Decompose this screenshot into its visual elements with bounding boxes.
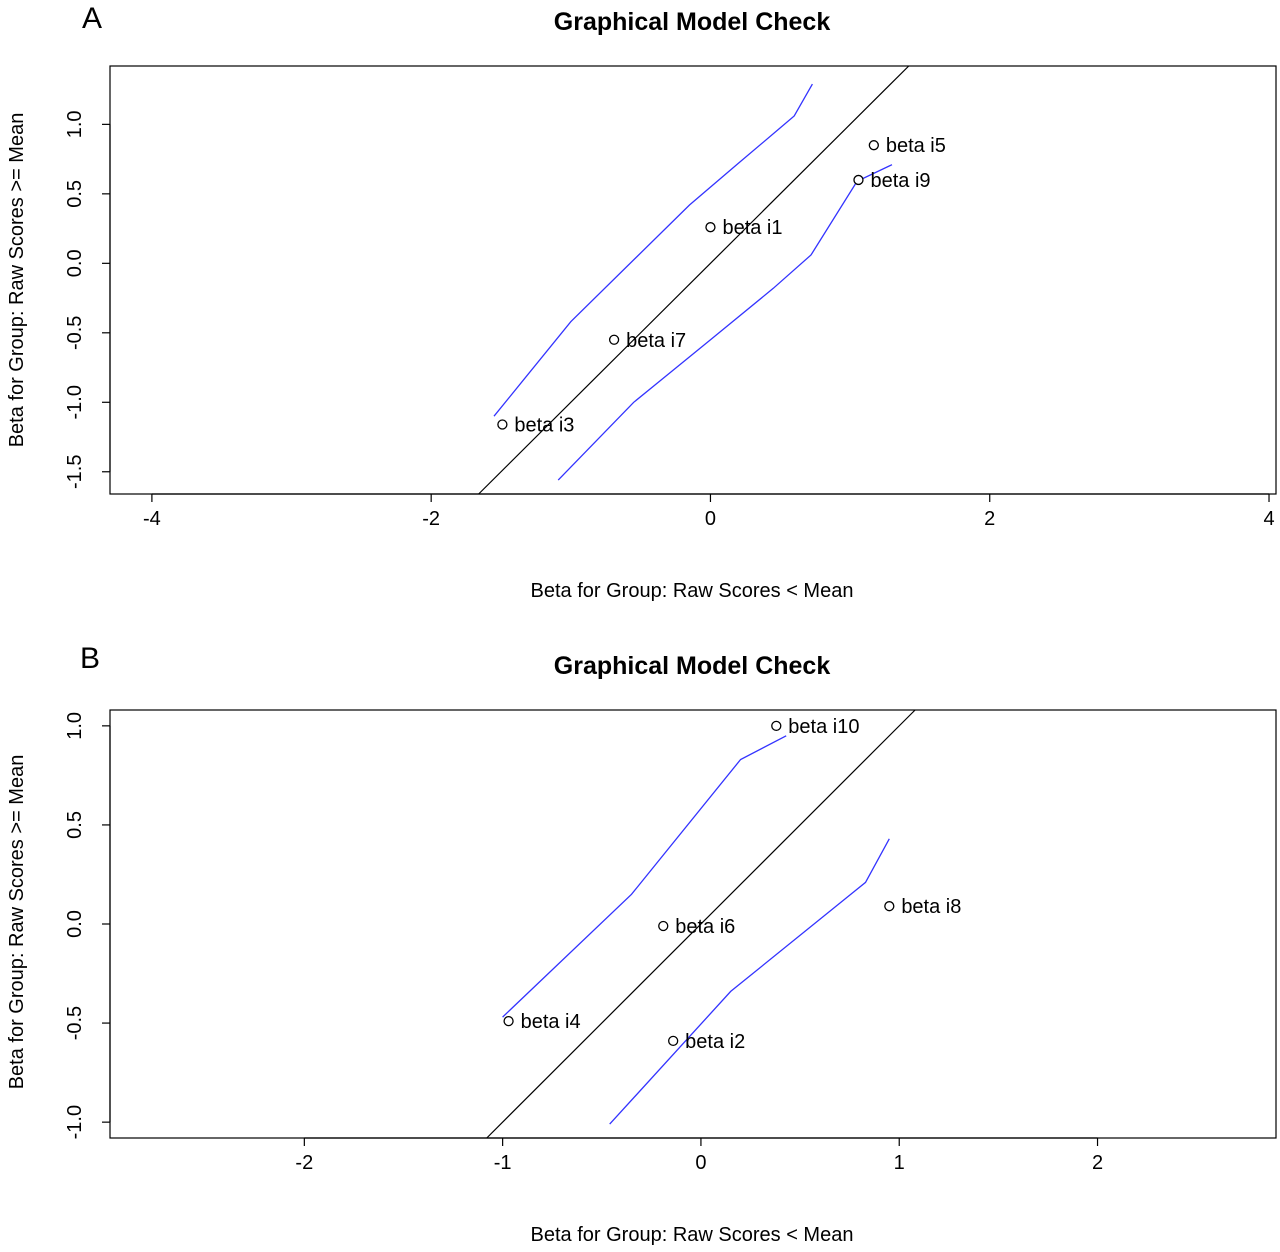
identity-line	[486, 709, 916, 1139]
y-tick-label: 0.0	[64, 910, 86, 938]
data-point	[884, 901, 895, 912]
x-axis-label-b: Beta for Group: Raw Scores < Mean	[531, 1224, 854, 1246]
x-tick-label: -1	[494, 1152, 512, 1174]
data-point-label: beta i10	[788, 716, 859, 738]
data-point	[853, 174, 864, 186]
x-tick-label: 0	[705, 508, 716, 530]
chart-title-a: Graphical Model Check	[554, 8, 831, 36]
y-tick-label: -0.5	[64, 316, 86, 350]
x-axis-label-a: Beta for Group: Raw Scores < Mean	[531, 580, 854, 602]
x-tick-label: -4	[143, 508, 161, 530]
y-tick-label: 0.5	[64, 180, 86, 208]
confidence-band-upper	[493, 83, 813, 417]
data-point-label: beta i4	[521, 1011, 581, 1033]
plot-marks-a: -4 -2 0 2 4 -1.5 -1.0 -0.5 0.0 0.5 1.0 beta i5 beta …	[64, 65, 1275, 530]
data-point-label: beta i6	[675, 916, 735, 938]
y-tick-label: 1.0	[64, 110, 86, 138]
data-point	[668, 1035, 679, 1047]
data-point-label: beta i8	[901, 896, 961, 918]
data-point	[705, 222, 716, 233]
chart-title-b: Graphical Model Check	[554, 652, 831, 680]
data-point	[771, 720, 782, 732]
y-tick-label: 1.0	[64, 712, 86, 740]
x-tick-label: 2	[1092, 1152, 1103, 1174]
y-tick-label: 0.0	[64, 249, 86, 277]
x-tick-label: 4	[1263, 508, 1274, 530]
data-point	[868, 140, 879, 151]
data-point-label: beta i1	[722, 217, 782, 239]
plot-marks-b: -2 -1 0 1 2 -1.0 -0.5 0.0 0.5 1.0 beta i10 beta i8 b…	[64, 709, 1103, 1174]
x-tick-label: -2	[295, 1152, 313, 1174]
data-point-label: beta i9	[870, 170, 930, 192]
data-point-label: beta i5	[886, 135, 946, 157]
confidence-band-lower	[557, 164, 893, 481]
x-tick-label: 1	[894, 1152, 905, 1174]
panel-letter-a: A	[82, 2, 102, 35]
y-axis-label-a: Beta for Group: Raw Scores >= Mean	[6, 113, 28, 448]
y-axis-label-b: Beta for Group: Raw Scores >= Mean	[6, 755, 28, 1090]
x-tick-label: -2	[422, 508, 440, 530]
panel-a: A Graphical Model Check Beta for Group: …	[6, 2, 1277, 602]
data-point-label: beta i2	[685, 1031, 745, 1053]
y-tick-label: 0.5	[64, 811, 86, 839]
y-tick-label: -1.0	[64, 385, 86, 419]
x-tick-label: 0	[695, 1152, 706, 1174]
y-tick-label: -1.5	[64, 455, 86, 489]
data-point	[503, 1015, 514, 1027]
data-point	[608, 334, 620, 345]
data-point-label: beta i7	[626, 330, 686, 352]
panel-letter-b: B	[80, 642, 100, 675]
data-point	[658, 920, 669, 932]
x-tick-label: 2	[984, 508, 995, 530]
confidence-band-upper	[502, 735, 787, 1018]
data-point-label: beta i3	[514, 415, 574, 437]
identity-line	[478, 65, 910, 495]
data-point	[497, 419, 508, 430]
y-tick-label: -1.0	[64, 1105, 86, 1139]
panel-b: B Graphical Model Check Beta for Group: …	[6, 642, 1277, 1246]
y-tick-label: -0.5	[64, 1006, 86, 1040]
confidence-band-lower	[609, 838, 890, 1125]
